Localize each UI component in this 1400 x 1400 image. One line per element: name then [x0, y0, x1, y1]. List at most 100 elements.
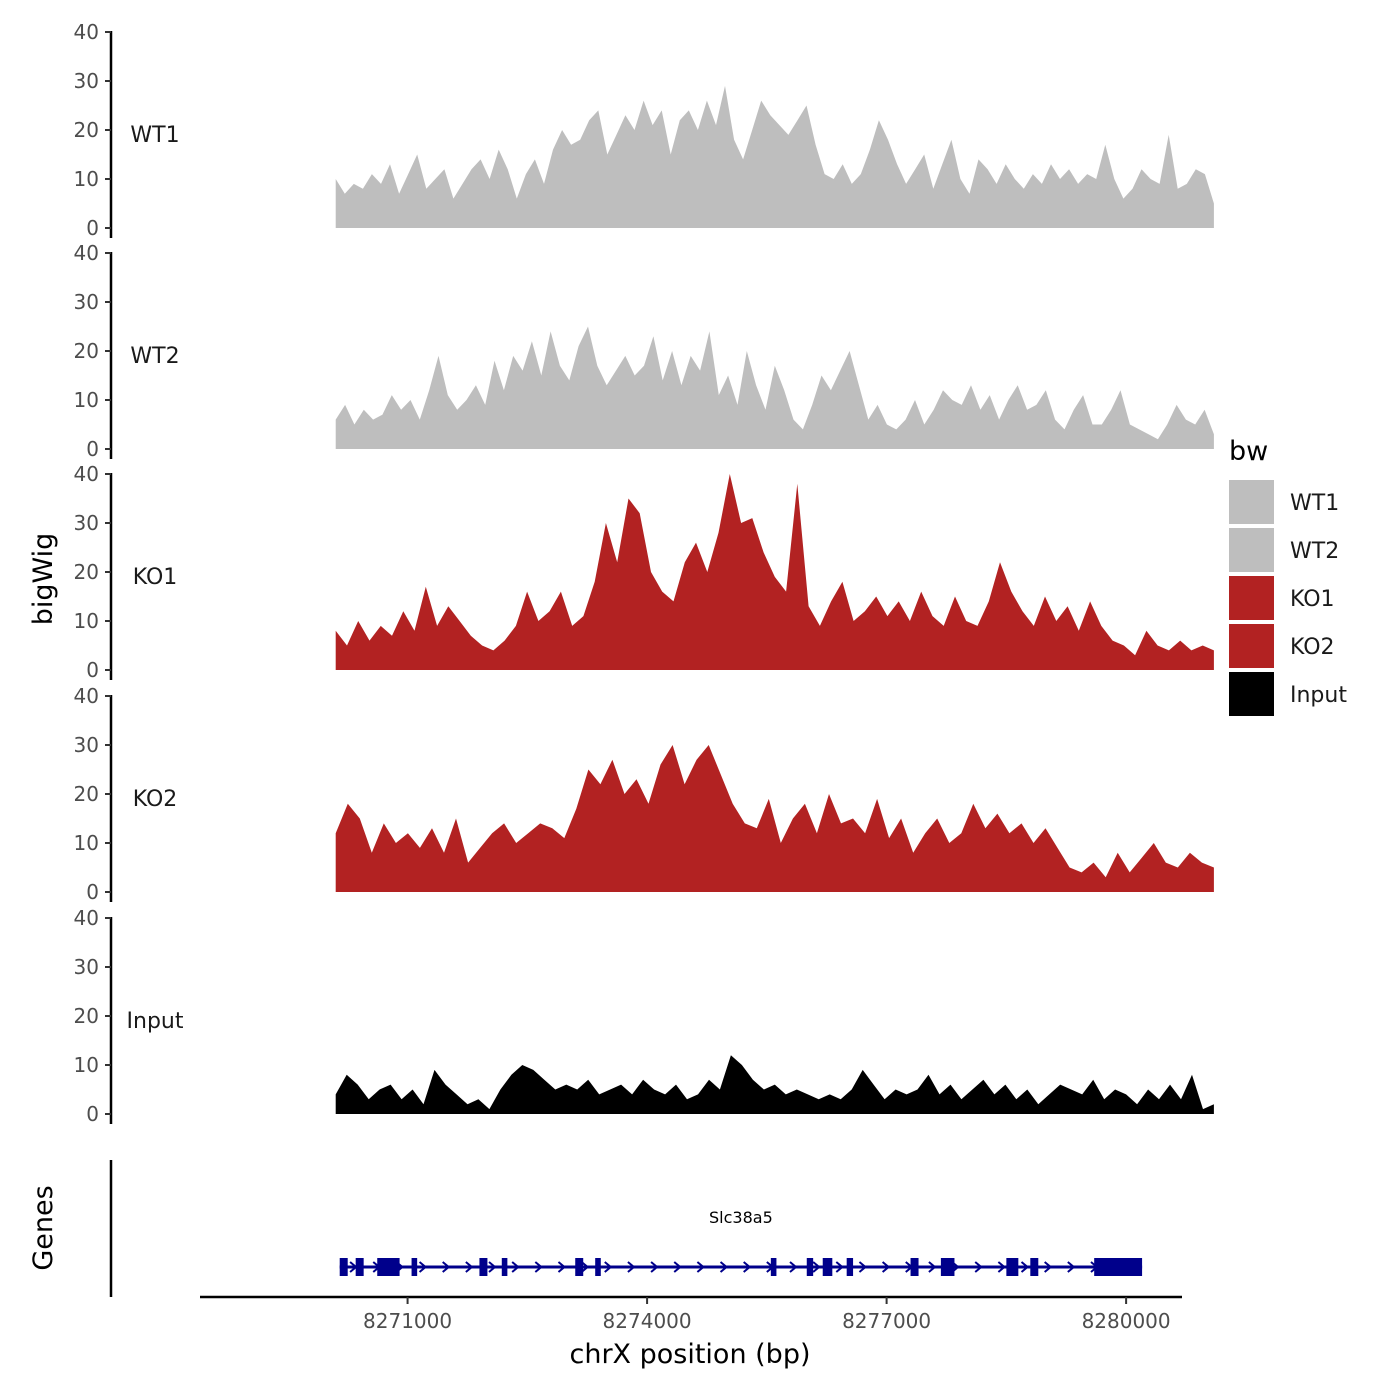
strand-arrow	[928, 1261, 937, 1273]
y-tick-label: 40	[74, 684, 99, 708]
y-axis-title: bigWig	[28, 533, 59, 626]
strand-arrow	[997, 1261, 1006, 1273]
y-tick-label: 10	[74, 388, 99, 412]
track-label: Input	[127, 1009, 184, 1034]
gene-exon	[411, 1258, 418, 1276]
x-tick-label: 8280000	[1082, 1309, 1171, 1333]
gene-exon	[1030, 1258, 1039, 1276]
y-tick-label: 10	[74, 609, 99, 633]
coverage-area-wt2	[335, 326, 1214, 449]
gene-exon	[940, 1258, 955, 1276]
y-tick-label: 10	[74, 167, 99, 191]
strand-arrow	[835, 1261, 844, 1273]
genes-track: Genes Slc38a5	[28, 1160, 1143, 1297]
gene-name-label: Slc38a5	[709, 1208, 773, 1227]
legend-swatch	[1229, 624, 1274, 668]
track-wt2: 0 10 20 30 40 WT2	[74, 241, 1214, 461]
gene-exon	[910, 1258, 919, 1276]
y-tick-label: 30	[74, 511, 99, 535]
strand-arrow	[465, 1261, 474, 1273]
strand-arrow	[974, 1261, 983, 1273]
strand-arrow	[1044, 1261, 1053, 1273]
coverage-area-input	[335, 1055, 1214, 1114]
gene-exon	[339, 1258, 348, 1276]
y-tick-label: 0	[86, 437, 99, 461]
y-tick-label: 40	[74, 241, 99, 265]
y-tick-label: 0	[86, 880, 99, 904]
x-axis-title: chrX position (bp)	[569, 1339, 810, 1370]
gene-exon	[806, 1258, 814, 1276]
strand-arrow	[812, 1261, 821, 1273]
y-tick-label: 0	[86, 216, 99, 240]
gene-exon	[501, 1258, 508, 1276]
x-axis: 8271000 8274000 8277000 8280000	[200, 1295, 1182, 1333]
y-tick-label: 30	[74, 69, 99, 93]
legend-label: WT2	[1290, 539, 1339, 564]
y-tick-label: 0	[86, 1102, 99, 1126]
strand-arrow	[534, 1261, 543, 1273]
strand-arrow	[743, 1261, 752, 1273]
strand-arrow	[604, 1261, 613, 1273]
y-tick-label: 30	[74, 290, 99, 314]
strand-arrow	[1067, 1261, 1076, 1273]
x-tick-label: 8271000	[363, 1309, 452, 1333]
gene-exon	[1094, 1258, 1143, 1276]
legend-label: Input	[1290, 683, 1347, 708]
y-tick-label: 20	[74, 118, 99, 142]
y-tick-label: 20	[74, 782, 99, 806]
gene-exon	[822, 1258, 833, 1276]
strand-arrow	[696, 1261, 705, 1273]
gene-exon	[479, 1258, 488, 1276]
track-ko1: 0 10 20 30 40 KO1	[74, 462, 1214, 682]
legend-title: bw	[1229, 436, 1268, 467]
y-tick-label: 30	[74, 955, 99, 979]
gene-exon	[377, 1258, 400, 1276]
legend-label: KO2	[1290, 635, 1335, 660]
track-label: WT1	[130, 123, 179, 148]
y-tick-label: 0	[86, 658, 99, 682]
coverage-area-wt1	[335, 85, 1214, 229]
strand-arrow	[650, 1261, 659, 1273]
legend-swatch	[1229, 480, 1274, 524]
coverage-area-ko2	[335, 745, 1214, 892]
y-tick-label: 20	[74, 339, 99, 363]
genes-track-title: Genes	[28, 1185, 59, 1270]
strand-arrow	[557, 1261, 567, 1273]
gene-exon	[355, 1258, 364, 1276]
legend-swatch	[1229, 576, 1274, 620]
strand-arrow	[488, 1261, 497, 1273]
strand-arrow	[627, 1261, 636, 1273]
y-tick-label: 10	[74, 1053, 99, 1077]
strand-arrow	[789, 1261, 798, 1273]
y-tick-label: 40	[74, 906, 99, 930]
x-tick-label: 8277000	[842, 1309, 931, 1333]
legend-swatch	[1229, 528, 1274, 572]
track-label: WT2	[130, 344, 179, 369]
y-tick-label: 10	[74, 831, 99, 855]
strand-arrow	[858, 1261, 868, 1273]
legend-label: WT1	[1290, 491, 1339, 516]
gene-exon	[1006, 1258, 1019, 1276]
strand-arrow	[881, 1261, 891, 1273]
gene-exon	[846, 1258, 854, 1276]
strand-arrow	[418, 1261, 428, 1273]
strand-arrow	[511, 1261, 520, 1273]
y-tick-label: 40	[74, 20, 99, 44]
gene-exon	[595, 1258, 601, 1276]
y-tick-label: 30	[74, 733, 99, 757]
strand-arrow	[719, 1261, 729, 1273]
x-tick-label: 8274000	[603, 1309, 692, 1333]
coverage-area-ko1	[335, 474, 1214, 670]
strand-arrow	[1020, 1261, 1030, 1273]
gene-exon	[770, 1258, 777, 1276]
legend: bw WT1 WT2 KO1 KO2 Input	[1229, 436, 1347, 716]
track-label: KO2	[133, 787, 178, 812]
y-tick-label: 40	[74, 462, 99, 486]
y-tick-label: 20	[74, 1004, 99, 1028]
gene-exon	[575, 1258, 584, 1276]
y-tick-label: 20	[74, 560, 99, 584]
strand-arrow	[673, 1261, 682, 1273]
legend-swatch	[1229, 672, 1274, 716]
strand-arrow	[442, 1261, 451, 1273]
